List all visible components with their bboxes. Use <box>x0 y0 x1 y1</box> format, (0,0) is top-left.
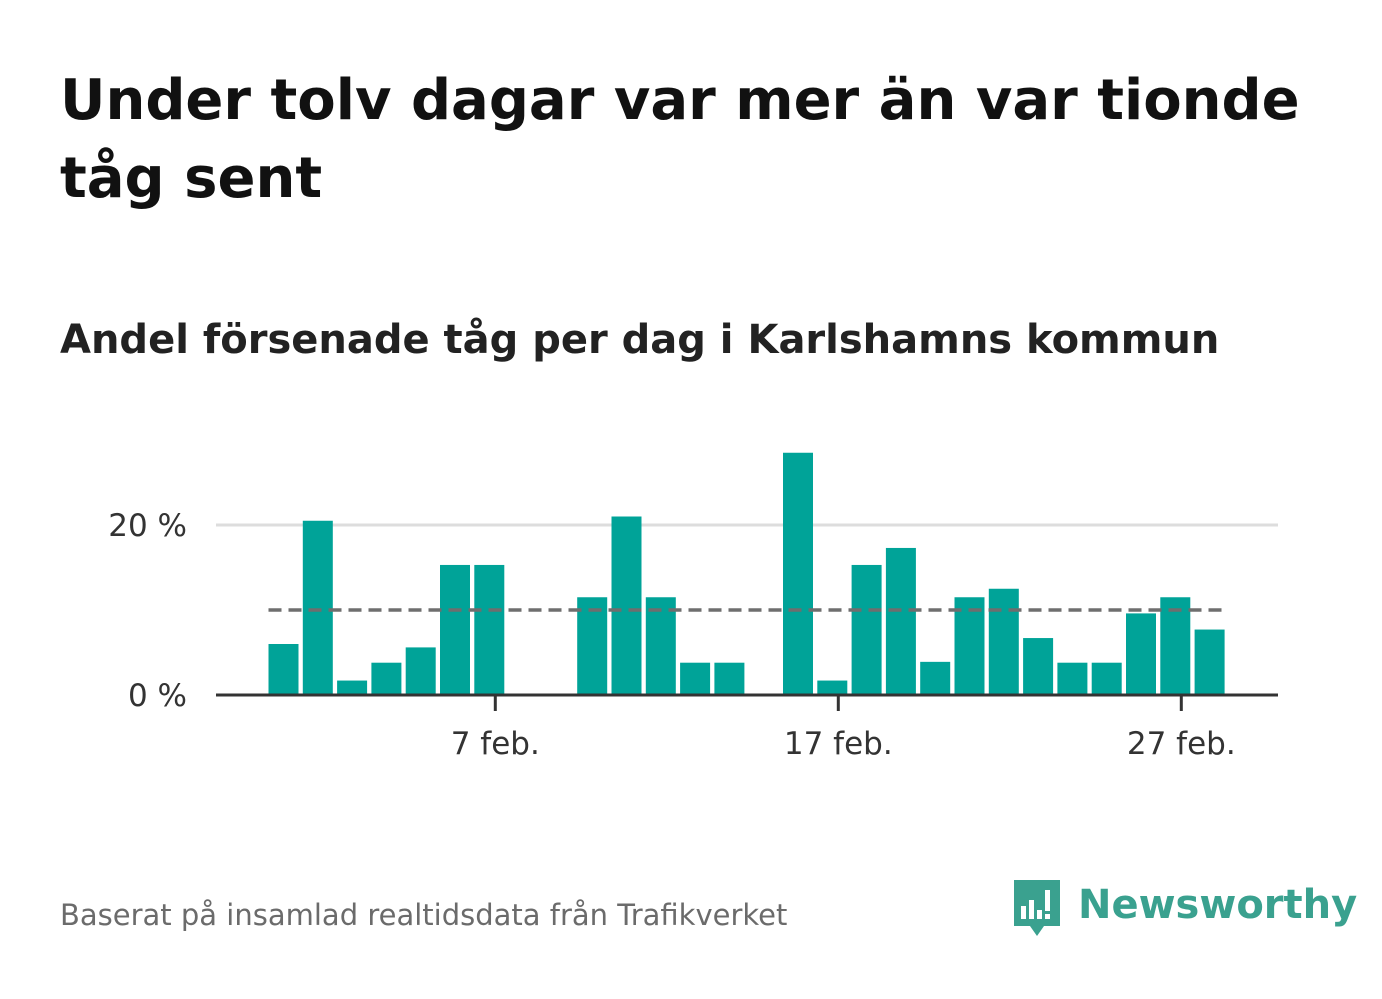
bar <box>1091 662 1122 695</box>
newsworthy-bar-icon <box>1014 880 1060 936</box>
bar <box>440 564 470 695</box>
x-tick-label: 17 feb. <box>784 726 893 762</box>
bar <box>302 520 333 695</box>
bar <box>577 597 608 695</box>
bar <box>1194 629 1225 695</box>
bar <box>1126 613 1156 695</box>
bar <box>920 661 951 695</box>
x-tick-label: 27 feb. <box>1127 726 1236 762</box>
axes <box>216 693 1278 711</box>
bar <box>783 452 813 695</box>
bar <box>851 564 882 695</box>
source-note: Baserat på insamlad realtidsdata från Tr… <box>60 898 788 932</box>
tick-labels: 0 % 20 % 7 feb. 17 feb. 27 feb. <box>108 508 1235 762</box>
bar <box>611 516 642 695</box>
bar <box>645 597 676 695</box>
y-tick-label: 20 % <box>108 508 187 544</box>
bar <box>988 588 1019 695</box>
bars <box>268 452 1225 695</box>
bar <box>714 662 745 695</box>
chart-title: Under tolv dagar var mer än var tionde t… <box>60 68 1300 211</box>
bar <box>371 662 402 695</box>
bar <box>817 680 848 695</box>
bar <box>680 662 711 695</box>
bar <box>1023 638 1054 695</box>
bar <box>1057 662 1088 695</box>
bar <box>405 647 436 695</box>
x-tick-label: 7 feb. <box>451 726 540 762</box>
newsworthy-logo: Newsworthy <box>1010 876 1357 942</box>
bar <box>268 644 299 695</box>
bar <box>954 597 985 695</box>
bar <box>337 680 368 695</box>
brand-name: Newsworthy <box>1078 882 1358 928</box>
chart-subtitle: Andel försenade tåg per dag i Karlshamns… <box>60 317 1220 363</box>
bar <box>885 547 916 695</box>
y-tick-label: 0 % <box>128 678 187 714</box>
bar <box>1160 597 1191 695</box>
bar <box>474 564 505 695</box>
